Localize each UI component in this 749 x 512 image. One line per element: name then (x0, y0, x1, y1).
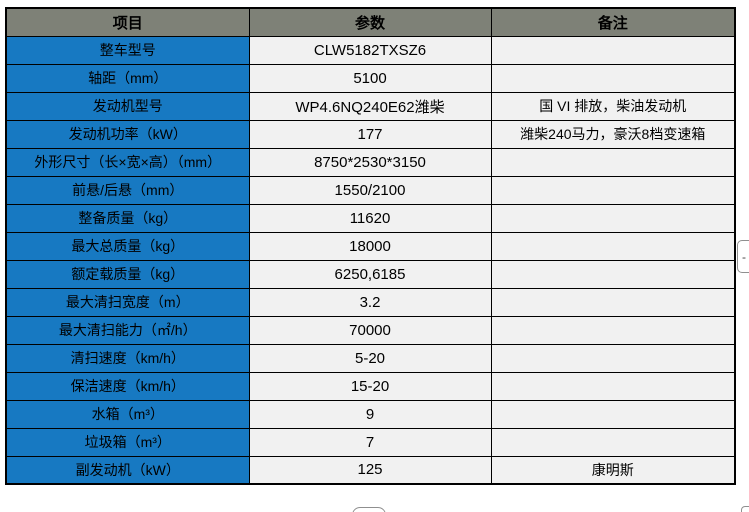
spec-note-cell (490, 399, 736, 429)
spec-param-cell: 5-20 (248, 343, 492, 373)
spec-note-cell (490, 231, 736, 261)
table-row: 副发动机（kW） 125 康明斯 (5, 455, 736, 485)
spec-note-cell: 康明斯 (490, 455, 736, 485)
spec-item-cell: 清扫速度（km/h） (5, 343, 250, 373)
table-row: 发动机型号 WP4.6NQ240E62潍柴 国 VI 排放，柴油发动机 (5, 91, 736, 121)
spec-param-cell: 5100 (248, 63, 492, 93)
spec-param-cell: 11620 (248, 203, 492, 233)
column-header-note: 备注 (490, 7, 736, 37)
column-header-param: 参数 (248, 7, 492, 37)
spec-note-cell (490, 147, 736, 177)
table-row: 最大总质量（kg） 18000 (5, 231, 736, 261)
table-row: 最大清扫能力（㎡/h） 70000 (5, 315, 736, 345)
table-row: 水箱（m³） 9 (5, 399, 736, 429)
table-row: 外形尺寸（长×宽×高）（mm） 8750*2530*3150 (5, 147, 736, 177)
table-row: 清扫速度（km/h） 5-20 (5, 343, 736, 373)
spec-item-cell: 最大清扫宽度（m） (5, 287, 250, 317)
spec-item-cell: 整车型号 (5, 35, 250, 65)
spec-item-cell: 额定载质量（kg） (5, 259, 250, 289)
table-corner-handle[interactable] (741, 506, 749, 512)
spec-note-cell (490, 175, 736, 205)
spec-param-cell: 8750*2530*3150 (248, 147, 492, 177)
table-side-handle-label: - (742, 249, 746, 264)
spec-item-cell: 副发动机（kW） (5, 455, 250, 485)
table-row: 额定载质量（kg） 6250,6185 (5, 259, 736, 289)
spec-param-cell: CLW5182TXSZ6 (248, 35, 492, 65)
table-bottom-handle[interactable] (352, 507, 386, 512)
table-row: 轴距（mm） 5100 (5, 63, 736, 93)
spec-item-cell: 水箱（m³） (5, 399, 250, 429)
spec-item-cell: 保洁速度（km/h） (5, 371, 250, 401)
table-side-handle[interactable]: - (737, 240, 749, 273)
table-row: 整备质量（kg） 11620 (5, 203, 736, 233)
spec-item-cell: 整备质量（kg） (5, 203, 250, 233)
spec-item-cell: 外形尺寸（长×宽×高）（mm） (5, 147, 250, 177)
spec-param-cell: 177 (248, 119, 492, 149)
spec-item-cell: 垃圾箱（m³） (5, 427, 250, 457)
spec-param-cell: WP4.6NQ240E62潍柴 (248, 91, 492, 121)
spec-param-cell: 18000 (248, 231, 492, 261)
spec-note-cell (490, 63, 736, 93)
table-row: 最大清扫宽度（m） 3.2 (5, 287, 736, 317)
table-row: 垃圾箱（m³） 7 (5, 427, 736, 457)
spec-param-cell: 1550/2100 (248, 175, 492, 205)
spec-item-cell: 发动机型号 (5, 91, 250, 121)
table-row: 整车型号 CLW5182TXSZ6 (5, 35, 736, 65)
spec-param-cell: 7 (248, 427, 492, 457)
table-row: 保洁速度（km/h） 15-20 (5, 371, 736, 401)
spec-param-cell: 3.2 (248, 287, 492, 317)
spec-item-cell: 前悬/后悬（mm） (5, 175, 250, 205)
spec-item-cell: 轴距（mm） (5, 63, 250, 93)
spec-param-cell: 125 (248, 455, 492, 485)
spec-item-cell: 最大清扫能力（㎡/h） (5, 315, 250, 345)
spec-param-cell: 6250,6185 (248, 259, 492, 289)
spec-note-cell (490, 203, 736, 233)
spec-note-cell (490, 315, 736, 345)
spec-item-cell: 发动机功率（kW） (5, 119, 250, 149)
spec-param-cell: 9 (248, 399, 492, 429)
table-header-row: 项目 参数 备注 (5, 7, 736, 37)
spec-param-cell: 70000 (248, 315, 492, 345)
table-row: 发动机功率（kW） 177 潍柴240马力，豪沃8档变速箱 (5, 119, 736, 149)
column-header-item: 项目 (5, 7, 250, 37)
spec-note-cell (490, 343, 736, 373)
spec-note-cell (490, 371, 736, 401)
spec-table: 项目 参数 备注 整车型号 CLW5182TXSZ6 轴距（mm） 5100 发… (5, 7, 736, 485)
spec-param-cell: 15-20 (248, 371, 492, 401)
spec-note-cell (490, 287, 736, 317)
spec-note-cell (490, 259, 736, 289)
spec-note-cell: 潍柴240马力，豪沃8档变速箱 (490, 119, 736, 149)
table-row: 前悬/后悬（mm） 1550/2100 (5, 175, 736, 205)
spec-note-cell: 国 VI 排放，柴油发动机 (490, 91, 736, 121)
spec-note-cell (490, 35, 736, 65)
spec-note-cell (490, 427, 736, 457)
spec-item-cell: 最大总质量（kg） (5, 231, 250, 261)
